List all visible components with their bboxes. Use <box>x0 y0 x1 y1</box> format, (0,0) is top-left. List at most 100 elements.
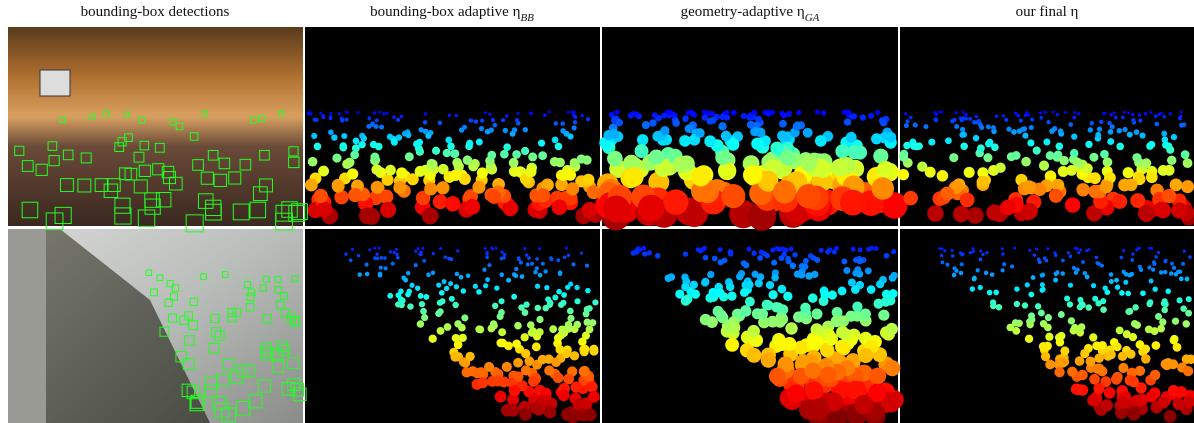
density-dot <box>557 271 563 277</box>
detection-box <box>279 292 288 300</box>
detection-box <box>186 385 201 400</box>
density-dot <box>484 361 495 372</box>
detection-box <box>260 342 272 354</box>
density-dot <box>462 124 468 130</box>
density-dot <box>518 304 525 311</box>
detection-box <box>150 288 158 297</box>
density-dot <box>1170 261 1174 266</box>
density-dot <box>1063 110 1068 115</box>
density-dot <box>1004 117 1009 122</box>
density-dot <box>723 114 731 121</box>
density-dot <box>431 146 441 155</box>
detection-box <box>262 275 270 283</box>
density-dot <box>849 113 856 120</box>
density-dot <box>472 283 478 289</box>
pillar <box>8 229 46 423</box>
density-dot <box>1150 327 1159 336</box>
density-dot <box>468 118 473 123</box>
density-dot <box>414 165 426 177</box>
density-dot <box>1084 274 1090 280</box>
density-dot <box>502 127 509 134</box>
detection-box <box>103 110 110 117</box>
density-dot <box>718 122 727 131</box>
density-dot <box>519 274 525 279</box>
density-dot <box>991 143 999 152</box>
density-dot <box>512 339 521 349</box>
density-dot <box>1057 128 1064 134</box>
density-dot <box>566 307 574 315</box>
density-dot <box>1148 278 1154 284</box>
density-dot <box>374 142 383 151</box>
detection-box <box>188 320 198 331</box>
density-dot <box>1141 354 1151 364</box>
detection-box <box>35 163 48 176</box>
density-dot <box>1013 300 1021 308</box>
density-dot <box>845 131 857 143</box>
density-dot <box>746 347 762 363</box>
density-dot <box>392 250 396 255</box>
density-dot <box>1133 129 1140 135</box>
density-dot <box>377 272 383 278</box>
density-dot <box>725 282 735 292</box>
density-dot <box>1172 397 1185 410</box>
detection-box <box>288 146 299 157</box>
density-dot <box>905 119 910 124</box>
density-dot <box>908 115 913 120</box>
density-dot <box>454 113 459 118</box>
density-dot <box>450 352 460 362</box>
density-dot <box>675 289 685 299</box>
density-dot <box>764 252 770 259</box>
density-dot <box>557 301 565 308</box>
density-dot <box>746 246 752 252</box>
density-dot <box>1136 246 1140 250</box>
detection-box <box>258 115 266 122</box>
density-dot <box>1023 113 1028 118</box>
density-dot <box>728 249 734 255</box>
detection-box <box>200 273 207 280</box>
density-dot <box>820 290 830 300</box>
density-dot <box>1090 283 1097 289</box>
detection-box <box>80 152 92 164</box>
density-dot <box>583 318 591 326</box>
density-dot <box>352 137 360 145</box>
density-dot <box>377 246 381 250</box>
density-dot <box>1072 115 1077 120</box>
density-dot <box>1169 336 1179 345</box>
density-dot <box>1040 286 1046 293</box>
density-dot <box>453 284 460 290</box>
density-dot <box>494 285 500 291</box>
density-dot <box>566 110 570 114</box>
density-dot <box>564 321 573 329</box>
density-dot <box>768 367 786 385</box>
density-dot <box>1068 122 1074 127</box>
density-dot <box>485 277 491 283</box>
density-dot <box>445 196 461 212</box>
density-dot <box>1127 272 1133 278</box>
density-dot <box>623 167 644 187</box>
density-dot <box>1077 112 1081 116</box>
density-dot <box>1024 334 1034 344</box>
density-dot <box>1107 138 1115 146</box>
density-dot <box>1095 261 1100 265</box>
detection-box <box>236 364 249 378</box>
density-dot <box>478 126 485 132</box>
density-dot <box>525 166 537 178</box>
density-dot <box>1046 247 1050 251</box>
density-dot <box>1045 332 1054 341</box>
density-dot <box>1087 394 1100 407</box>
density-dot <box>1157 324 1165 333</box>
density-dot <box>652 131 664 142</box>
density-dot <box>560 121 566 126</box>
density-dot <box>1014 286 1020 292</box>
density-dot <box>1043 138 1051 146</box>
detection-box <box>114 207 132 225</box>
density-dot <box>412 140 421 148</box>
density-dot <box>837 286 847 296</box>
density-dot <box>867 383 887 403</box>
density-dot <box>684 124 694 134</box>
density-dot <box>770 247 776 253</box>
density-dot <box>1186 354 1194 365</box>
detection-box <box>59 116 67 123</box>
detection-box <box>228 171 242 185</box>
density-dot <box>707 270 715 279</box>
